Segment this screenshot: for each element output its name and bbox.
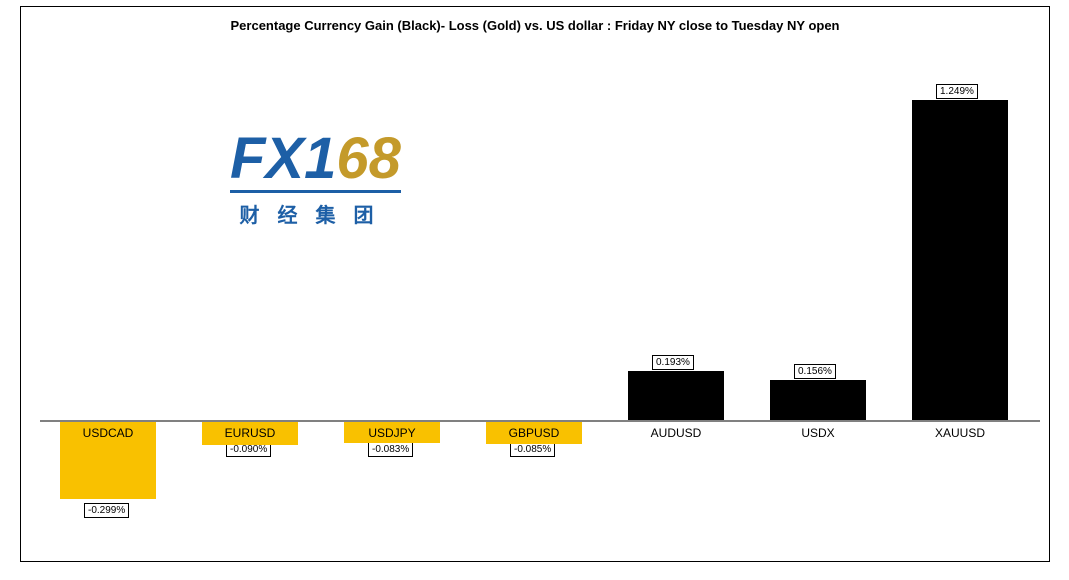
category-label-usdx: USDX <box>770 426 866 440</box>
category-label-xauusd: XAUUSD <box>912 426 1008 440</box>
category-label-usdcad: USDCAD <box>60 426 156 440</box>
value-label-xauusd: 1.249% <box>936 84 978 99</box>
value-label-usdcad: -0.299% <box>84 503 129 518</box>
bar-xauusd <box>912 100 1008 420</box>
plot-area: USDCAD-0.299%EURUSD-0.090%USDJPY-0.083%G… <box>40 50 1040 550</box>
value-label-usdjpy: -0.083% <box>368 442 413 457</box>
watermark-sub: 财经集团 <box>230 199 401 228</box>
category-label-audusd: AUDUSD <box>628 426 724 440</box>
category-label-eurusd: EURUSD <box>202 426 298 440</box>
bar-audusd <box>628 371 724 420</box>
watermark-logo: FX168 财经集团 <box>230 130 401 228</box>
chart-title: Percentage Currency Gain (Black)- Loss (… <box>20 18 1050 33</box>
value-label-audusd: 0.193% <box>652 355 694 370</box>
watermark-main: FX168 <box>230 130 401 188</box>
value-label-gbpusd: -0.085% <box>510 442 555 457</box>
bar-usdx <box>770 380 866 420</box>
category-label-usdjpy: USDJPY <box>344 426 440 440</box>
category-label-gbpusd: GBPUSD <box>486 426 582 440</box>
value-label-usdx: 0.156% <box>794 364 836 379</box>
